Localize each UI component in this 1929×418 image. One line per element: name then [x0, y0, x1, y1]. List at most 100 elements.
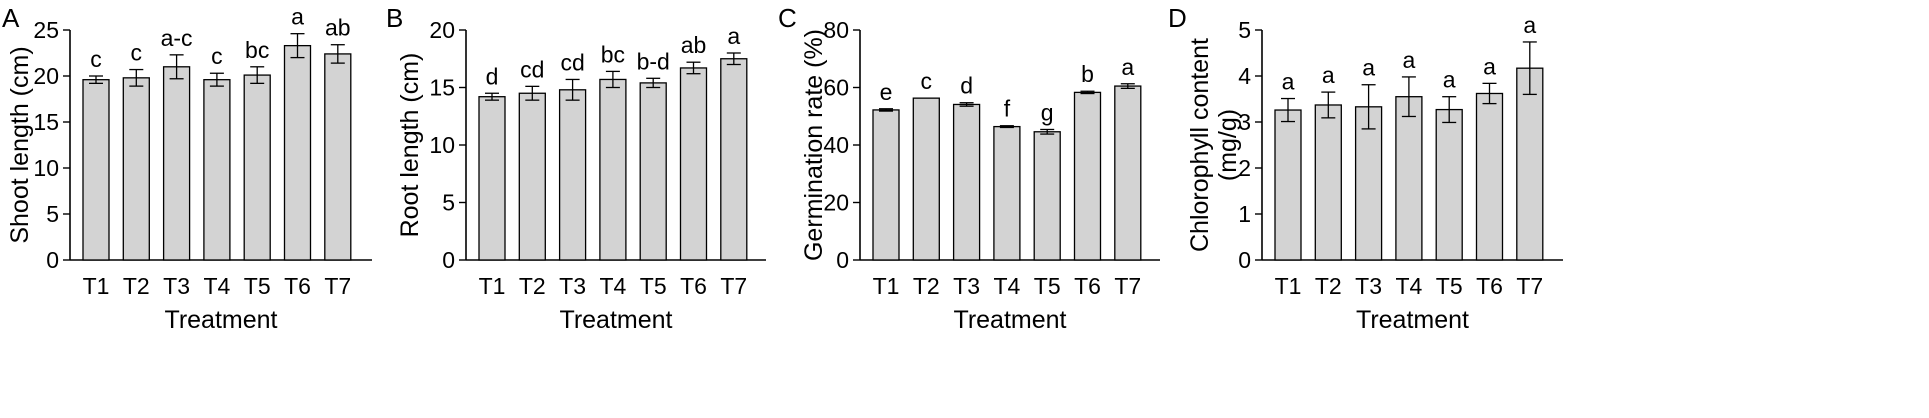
significance-label: a — [1523, 12, 1536, 38]
significance-label: c — [131, 40, 143, 66]
significance-label: bc — [601, 41, 625, 67]
bar — [1475, 92, 1504, 261]
significance-label: c — [921, 68, 933, 94]
x-tick-label: T6 — [680, 273, 707, 299]
y-tick-label: 0 — [1238, 247, 1251, 273]
bar — [203, 79, 231, 261]
y-tick-label: 25 — [33, 17, 59, 43]
bar — [1314, 104, 1342, 261]
chart-panel-c: C 0 20 40 60 80 e T1 c T2 d T3 f T4 g T5 b T6 a T7 Treatment… — [778, 3, 1160, 334]
x-tick-label: T4 — [1395, 273, 1422, 299]
x-tick-label: T5 — [1436, 273, 1463, 299]
bar — [283, 44, 312, 261]
chart-panel-d: D 0 1 2 3 4 5 a T1 a T2 a T3 a T4 a T5 a T6 a T7 Treatment Chl… — [1168, 3, 1563, 334]
x-tick-label: T6 — [1074, 273, 1101, 299]
y-tick-label: 4 — [1238, 63, 1251, 89]
x-tick-label: T1 — [479, 273, 506, 299]
bar — [599, 78, 627, 261]
x-tick-label: T3 — [953, 273, 980, 299]
significance-label: a — [291, 4, 304, 30]
x-tick-label: T2 — [519, 273, 546, 299]
x-tick-label: T5 — [640, 273, 667, 299]
significance-label: b — [1081, 61, 1094, 87]
significance-label: cd — [520, 56, 544, 82]
y-tick-label: 2 — [1238, 155, 1251, 181]
x-axis-title: Treatment — [1356, 306, 1469, 334]
bar — [720, 58, 748, 261]
x-axis-title: Treatment — [953, 306, 1066, 334]
y-axis-title: Root length (cm) — [396, 53, 424, 238]
significance-label: e — [880, 79, 893, 105]
x-tick-label: T7 — [1516, 273, 1543, 299]
bar — [1033, 131, 1061, 261]
significance-label: a-c — [161, 25, 193, 51]
significance-label: d — [486, 63, 499, 89]
bar — [478, 96, 506, 261]
y-tick-label: 1 — [1238, 201, 1251, 227]
bar — [952, 103, 981, 261]
x-axis-title: Treatment — [164, 306, 277, 334]
panel-letter: A — [2, 3, 20, 33]
panel-letter: C — [778, 3, 797, 33]
bar — [122, 77, 150, 261]
bar — [872, 109, 900, 261]
significance-label: c — [90, 46, 102, 72]
bar — [518, 92, 546, 261]
significance-label: a — [1282, 69, 1295, 95]
significance-label: a — [1322, 62, 1335, 88]
bar — [1114, 85, 1142, 261]
y-tick-label: 20 — [429, 17, 455, 43]
panel-letter: D — [1168, 3, 1187, 33]
x-tick-label: T4 — [993, 273, 1020, 299]
y-axis-title: (mg/g) — [1214, 109, 1242, 181]
chart-panel-b: B 0 5 10 15 20 d T1 cd T2 cd T3 bc T4 b-d T5 ab T6 a T7 Trea… — [386, 3, 766, 334]
significance-label: g — [1041, 99, 1054, 125]
y-tick-label: 15 — [33, 109, 59, 135]
bar — [679, 67, 708, 261]
bar — [912, 97, 940, 261]
y-tick-label: 3 — [1238, 109, 1251, 135]
x-tick-label: T5 — [244, 273, 271, 299]
bar — [1354, 106, 1383, 261]
bar — [162, 66, 191, 261]
bar — [82, 79, 110, 261]
bar — [324, 53, 352, 261]
bar — [1516, 67, 1544, 261]
x-tick-label: T3 — [559, 273, 586, 299]
significance-label: a — [1483, 53, 1496, 79]
x-tick-label: T6 — [284, 273, 311, 299]
chart-panel-a: A 0 5 10 15 20 25 c T1 c T2 a-c T3 c T4 bc T5 a T6 ab T7 Trea… — [2, 3, 372, 334]
x-tick-label: T3 — [1355, 273, 1382, 299]
x-tick-label: T2 — [913, 273, 940, 299]
significance-label: b-d — [637, 48, 670, 74]
bar — [1435, 108, 1463, 261]
x-tick-label: T2 — [123, 273, 150, 299]
significance-label: d — [960, 73, 973, 99]
significance-label: a — [1362, 55, 1375, 81]
bar — [558, 89, 587, 261]
y-tick-label: 80 — [823, 17, 849, 43]
bar — [243, 74, 271, 261]
x-tick-label: T4 — [203, 273, 230, 299]
x-tick-label: T1 — [873, 273, 900, 299]
bar — [1274, 109, 1302, 261]
significance-label: f — [1004, 96, 1011, 122]
x-tick-label: T4 — [599, 273, 626, 299]
y-tick-label: 5 — [442, 190, 455, 216]
x-tick-label: T2 — [1315, 273, 1342, 299]
y-axis-title: Germination rate (%) — [800, 29, 828, 261]
y-tick-label: 20 — [33, 63, 59, 89]
significance-label: ab — [681, 32, 707, 58]
significance-label: a — [1443, 67, 1456, 93]
significance-label: ab — [325, 15, 351, 41]
significance-label: cd — [560, 49, 584, 75]
bar — [993, 125, 1021, 261]
x-axis-title: Treatment — [559, 306, 672, 334]
y-tick-label: 0 — [442, 247, 455, 273]
y-tick-label: 20 — [823, 190, 849, 216]
x-tick-label: T3 — [163, 273, 190, 299]
y-tick-label: 0 — [46, 247, 59, 273]
x-tick-label: T7 — [1114, 273, 1141, 299]
bar — [1395, 96, 1423, 261]
